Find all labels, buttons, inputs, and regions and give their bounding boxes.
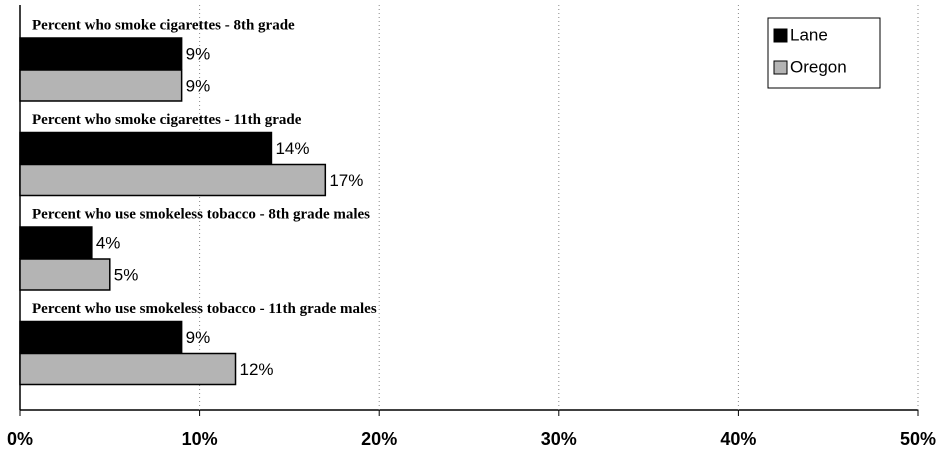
- legend-label: Oregon: [790, 57, 847, 76]
- bar: [19, 37, 183, 70]
- value-label: 9%: [186, 44, 211, 63]
- category-label: Percent who use smokeless tobacco - 8th …: [32, 206, 370, 222]
- bar: [19, 258, 111, 291]
- category-label: Percent who smoke cigarettes - 11th grad…: [32, 112, 302, 128]
- legend-box: [767, 17, 881, 89]
- value-label: 4%: [96, 233, 121, 252]
- value-label: 9%: [186, 76, 211, 95]
- bar: [19, 352, 237, 386]
- bar: [19, 226, 93, 259]
- category-label: Percent who smoke cigarettes - 8th grade: [32, 17, 295, 33]
- value-label: 17%: [329, 171, 363, 190]
- x-tick-label: 0%: [7, 429, 33, 449]
- value-label: 9%: [186, 328, 211, 347]
- value-label: 5%: [114, 265, 139, 284]
- bar: [19, 320, 183, 354]
- x-tick-label: 40%: [720, 429, 756, 449]
- legend-swatch: [773, 28, 788, 43]
- x-tick-label: 20%: [361, 429, 397, 449]
- value-label: 14%: [275, 139, 309, 158]
- x-tick-label: 50%: [900, 429, 936, 449]
- bar: [19, 69, 183, 102]
- x-tick-label: 30%: [541, 429, 577, 449]
- legend-swatch: [773, 60, 788, 75]
- x-tick-label: 10%: [182, 429, 218, 449]
- legend-label: Lane: [790, 25, 828, 44]
- bar: [19, 163, 327, 197]
- bar: [19, 131, 273, 165]
- category-label: Percent who use smokeless tobacco - 11th…: [32, 301, 377, 317]
- value-label: 12%: [240, 360, 274, 379]
